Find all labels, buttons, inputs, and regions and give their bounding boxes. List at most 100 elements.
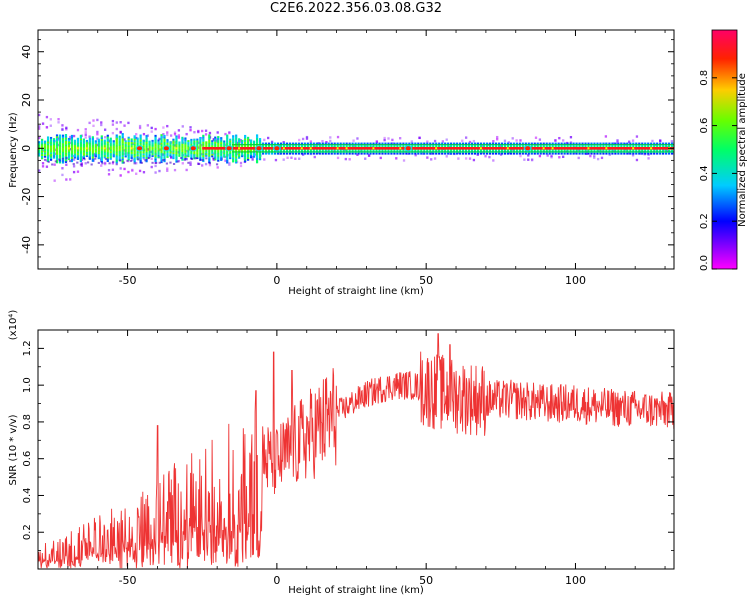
spectrogram-cell bbox=[163, 153, 166, 156]
spectrogram-cell bbox=[602, 145, 605, 148]
spectrogram-cell bbox=[84, 136, 87, 139]
spectrogram-cell bbox=[220, 157, 223, 160]
spectrogram-cell bbox=[396, 142, 399, 145]
spectrogram-cell bbox=[173, 168, 177, 172]
spectrogram-cell bbox=[79, 160, 83, 163]
spectrogram-cell bbox=[250, 141, 253, 144]
spectrogram-cell bbox=[617, 152, 620, 155]
spectrogram-cell bbox=[142, 149, 145, 152]
spectrogram-cell bbox=[232, 158, 235, 161]
spectrogram-cell bbox=[112, 152, 115, 154]
spectrogram-cell bbox=[70, 145, 74, 147]
spectrogram-cell bbox=[208, 156, 211, 159]
spectrogram-cell bbox=[41, 165, 45, 168]
spectrogram-cell bbox=[65, 128, 68, 131]
spectrogram-cell bbox=[111, 162, 115, 165]
spectrogram-cell bbox=[351, 152, 354, 155]
spectrogram-cell bbox=[85, 147, 88, 150]
spectrogram-cell bbox=[515, 152, 518, 155]
spectrogram-cell bbox=[70, 158, 74, 161]
spectrogram-cell bbox=[208, 162, 211, 165]
spectrogram-cell bbox=[91, 146, 94, 149]
spectrogram-cell bbox=[473, 145, 477, 148]
spectrogram-cell bbox=[138, 126, 142, 130]
spectrogram-cell bbox=[255, 152, 259, 155]
spectrogram-cell bbox=[378, 145, 381, 148]
spectrogram-cell bbox=[162, 133, 165, 136]
spectrogram-cell bbox=[551, 152, 554, 155]
spectrogram-cell bbox=[551, 147, 554, 150]
spectrogram-cell bbox=[79, 139, 83, 142]
spectrogram-cell bbox=[91, 154, 94, 157]
spectrogram-cell bbox=[160, 161, 163, 164]
spectrogram-cell bbox=[94, 150, 97, 153]
spectrogram-cell bbox=[121, 138, 124, 141]
spectrogram-cell bbox=[372, 145, 375, 148]
spectrogram-cell bbox=[303, 149, 306, 152]
spectrogram-cell bbox=[70, 139, 74, 142]
spectrogram-cell bbox=[348, 149, 351, 152]
spectrogram-cell bbox=[459, 152, 462, 155]
spectrogram-cell bbox=[61, 167, 64, 170]
spectrogram-cell bbox=[500, 142, 504, 145]
spectrogram-cell bbox=[391, 138, 394, 142]
spectrogram-cell bbox=[88, 157, 91, 160]
spectrogram-cell bbox=[551, 145, 554, 148]
spectrogram-cell bbox=[103, 142, 106, 145]
spectrogram-cell bbox=[172, 162, 176, 165]
spectrogram-peak bbox=[190, 146, 196, 151]
spectrogram-cell bbox=[217, 136, 220, 139]
spectrogram-cell bbox=[581, 145, 584, 148]
spectrogram-cell bbox=[612, 142, 615, 145]
spectrogram-cell bbox=[76, 141, 80, 144]
spectrogram-cell bbox=[94, 157, 97, 160]
spectrogram-cell bbox=[88, 151, 91, 154]
spectrogram-cell bbox=[291, 149, 295, 152]
spectrogram-cell bbox=[255, 141, 259, 144]
spectrogram-cell bbox=[608, 152, 611, 155]
spectrogram-cell bbox=[435, 149, 438, 152]
spectrogram-cell bbox=[55, 141, 59, 144]
spectrogram-cell bbox=[665, 142, 668, 145]
spectrogram-cell bbox=[255, 144, 259, 147]
spectrogram-cell bbox=[238, 150, 241, 153]
snr-panel: 0.20.40.60.81.01.2 -50 0 50 100 Height of s… bbox=[8, 310, 675, 596]
spectrogram-cell bbox=[235, 149, 238, 152]
spectrogram-cell bbox=[644, 152, 647, 155]
spectrogram-cell bbox=[58, 134, 62, 137]
spectrogram-cell bbox=[91, 159, 94, 162]
spectrogram-cell bbox=[55, 156, 59, 159]
spectrogram-cell bbox=[69, 148, 72, 151]
spectrogram-cell bbox=[647, 149, 650, 152]
spectrogram-cell bbox=[360, 145, 363, 148]
spectrogram-cell bbox=[55, 154, 59, 157]
spectrogram-cell bbox=[250, 139, 253, 142]
spectrogram-cell bbox=[160, 151, 163, 153]
spectrogram-cell bbox=[202, 160, 205, 163]
spectrogram-cell bbox=[73, 156, 77, 159]
spectrogram-cell bbox=[429, 152, 432, 155]
spectrogram-cell bbox=[309, 142, 312, 145]
spectrogram-cell bbox=[79, 163, 83, 166]
spectrogram-cell bbox=[393, 149, 396, 152]
spectrogram-cell bbox=[205, 154, 208, 157]
spectrogram-cell bbox=[521, 142, 524, 145]
spectrogram-cell bbox=[258, 153, 262, 156]
spectrogram-cell bbox=[587, 152, 590, 155]
spectrogram-cell bbox=[509, 145, 512, 148]
spectrogram-cell bbox=[121, 155, 124, 157]
spectrogram-cell bbox=[58, 156, 62, 159]
spectrogram-cell bbox=[244, 156, 247, 159]
spectrogram-cell bbox=[100, 143, 103, 146]
spectrogram-cell bbox=[226, 151, 229, 154]
spectrogram-cell bbox=[55, 161, 59, 164]
spectrogram-cell bbox=[121, 161, 124, 164]
spectrogram-cell bbox=[126, 159, 129, 162]
spectrogram-cell bbox=[58, 153, 62, 155]
spectrogram-cell bbox=[232, 145, 235, 148]
spectrogram-cell bbox=[527, 154, 530, 157]
spectrogram-cell bbox=[300, 147, 303, 150]
spectrogram-cell bbox=[414, 145, 417, 148]
spectrogram-cell bbox=[92, 124, 95, 128]
